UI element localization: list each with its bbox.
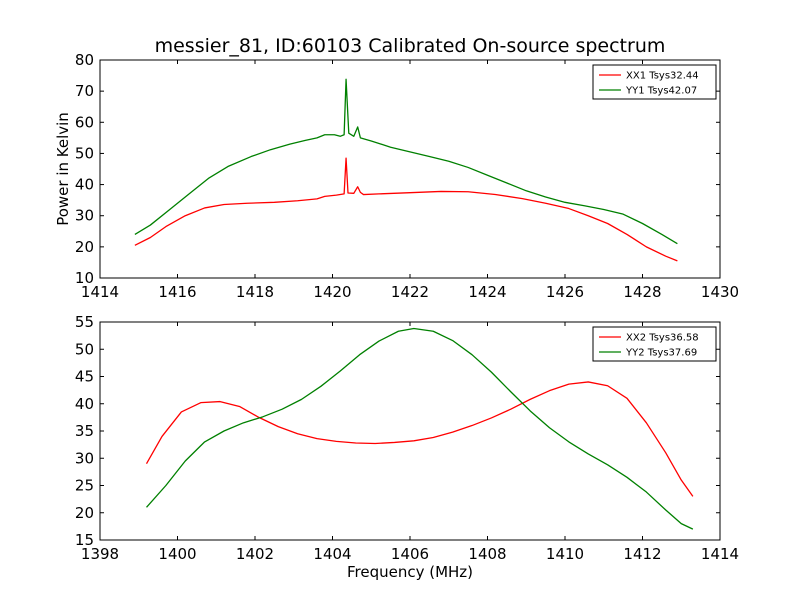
legend-2: XX2 Tsys36.58 YY2 Tsys37.69 [592, 326, 717, 362]
x-tick-label: 1424 [468, 283, 506, 301]
x-tick-label: 1410 [546, 545, 584, 563]
x-tick-label: 1430 [701, 283, 739, 301]
y-tick-label: 55 [75, 313, 94, 331]
x-tick-label: 1426 [546, 283, 584, 301]
x-tick-label: 1400 [158, 545, 196, 563]
series-line-2-2 [146, 327, 694, 530]
x-tick-label: 1428 [623, 283, 661, 301]
y-tick-label: 15 [75, 531, 94, 549]
x-tick-label: 1404 [313, 545, 351, 563]
y-tick-label: 20 [75, 238, 94, 256]
y-tick-label: 40 [75, 176, 94, 194]
y-tick-label: 30 [75, 207, 94, 225]
y-tick-label: 40 [75, 395, 94, 413]
x-tick-label: 1416 [158, 283, 196, 301]
x-tick-label: 1418 [236, 283, 274, 301]
legend-box [592, 326, 717, 362]
legend-1: XX1 Tsys32.44 YY1 Tsys42.07 [592, 64, 717, 100]
x-tick-label: 1412 [623, 545, 661, 563]
series-line-1-2 [134, 78, 678, 245]
y-tick-label: 20 [75, 504, 94, 522]
x-tick-label: 1406 [391, 545, 429, 563]
y-tick-label: 50 [75, 340, 94, 358]
y-tick-label: 45 [75, 368, 94, 386]
legend-label: YY2 Tsys37.69 [625, 348, 697, 359]
x-tick-label: 1408 [468, 545, 506, 563]
legend-label: YY1 Tsys42.07 [625, 86, 697, 97]
x-tick-label: 1422 [391, 283, 429, 301]
legend-box [592, 64, 717, 100]
x-tick-label: 1398 [81, 545, 119, 563]
y-tick-label: 35 [75, 422, 94, 440]
chart-title: messier_81, ID:60103 Calibrated On-sourc… [155, 35, 666, 57]
x-tick-label: 1402 [236, 545, 274, 563]
plot-panel-2: 1398 1400 1402 1404 1406 1408 1410 1412 1414 15 20… [75, 313, 739, 563]
series-line-2-1 [145, 381, 694, 497]
legend-label: XX2 Tsys36.58 [626, 333, 699, 344]
x-tick-label: 1414 [701, 545, 739, 563]
x-axis-label-bottom: Frequency (MHz) [347, 563, 473, 581]
y-tick-label: 50 [75, 144, 94, 162]
plots-layer: 1414 1416 1418 1420 1422 1424 1426 1428 1430 10 20… [75, 51, 739, 563]
plot-panel-1: 1414 1416 1418 1420 1422 1424 1426 1428 1430 10 20… [75, 51, 739, 301]
y-tick-label: 70 [75, 82, 94, 100]
y-tick-label: 10 [75, 269, 94, 287]
legend-label: XX1 Tsys32.44 [626, 71, 699, 82]
y-tick-label: 25 [75, 477, 94, 495]
series-line-1-1 [134, 157, 678, 262]
x-tick-label: 1414 [81, 283, 119, 301]
y-axis-label-top: Power in Kelvin [54, 112, 72, 226]
y-tick-label: 30 [75, 449, 94, 467]
y-tick-label: 60 [75, 113, 94, 131]
x-tick-label: 1420 [313, 283, 351, 301]
y-tick-label: 80 [75, 51, 94, 69]
